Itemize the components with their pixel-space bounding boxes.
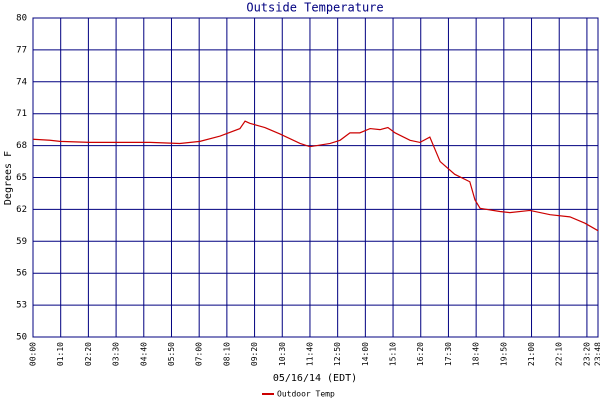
x-tick-label: 21:00 <box>527 342 536 366</box>
x-tick-label: 22:10 <box>555 342 564 366</box>
y-tick-label: 71 <box>16 109 27 119</box>
x-axis-label: 05/16/14 (EDT) <box>273 373 357 384</box>
x-tick-label: 09:20 <box>250 342 259 366</box>
x-tick-label: 02:20 <box>84 342 93 366</box>
temperature-line <box>32 120 599 232</box>
x-tick-label: 23:48 <box>594 342 600 366</box>
y-tick-label: 53 <box>16 301 27 311</box>
x-tick-label: 04:40 <box>139 342 148 366</box>
x-tick-label: 12:50 <box>333 342 342 366</box>
x-tick-label: 11:40 <box>305 342 314 366</box>
x-tick-label: 00:00 <box>29 342 38 366</box>
x-tick-label: 23:20 <box>582 342 591 366</box>
y-tick-label: 80 <box>16 14 27 24</box>
x-tick-label: 19:50 <box>499 342 508 366</box>
x-tick-label: 14:00 <box>361 342 370 366</box>
legend-label: Outdoor Temp <box>277 390 335 399</box>
x-tick-label: 18:40 <box>472 342 481 366</box>
y-tick-label: 74 <box>16 77 27 87</box>
y-tick-label: 50 <box>16 333 27 343</box>
y-axis-label: Degrees F <box>3 151 14 205</box>
y-tick-label: 62 <box>16 205 27 215</box>
x-tick-label: 07:00 <box>195 342 204 366</box>
y-tick-label: 77 <box>16 45 27 55</box>
y-tick-label: 59 <box>16 237 27 247</box>
x-tick-label: 17:30 <box>444 342 453 366</box>
chart-title: Outside Temperature <box>246 1 383 15</box>
x-tick-label: 08:10 <box>222 342 231 366</box>
y-tick-label: 65 <box>16 173 27 183</box>
y-tick-label: 68 <box>16 141 27 151</box>
x-tick-label: 01:10 <box>56 342 65 366</box>
x-tick-label: 10:30 <box>278 342 287 366</box>
x-tick-label: 05:50 <box>167 342 176 366</box>
y-tick-label: 56 <box>16 269 27 279</box>
x-tick-label: 16:20 <box>416 342 425 366</box>
x-tick-label: 03:30 <box>112 342 121 366</box>
x-tick-label: 15:10 <box>389 342 398 366</box>
